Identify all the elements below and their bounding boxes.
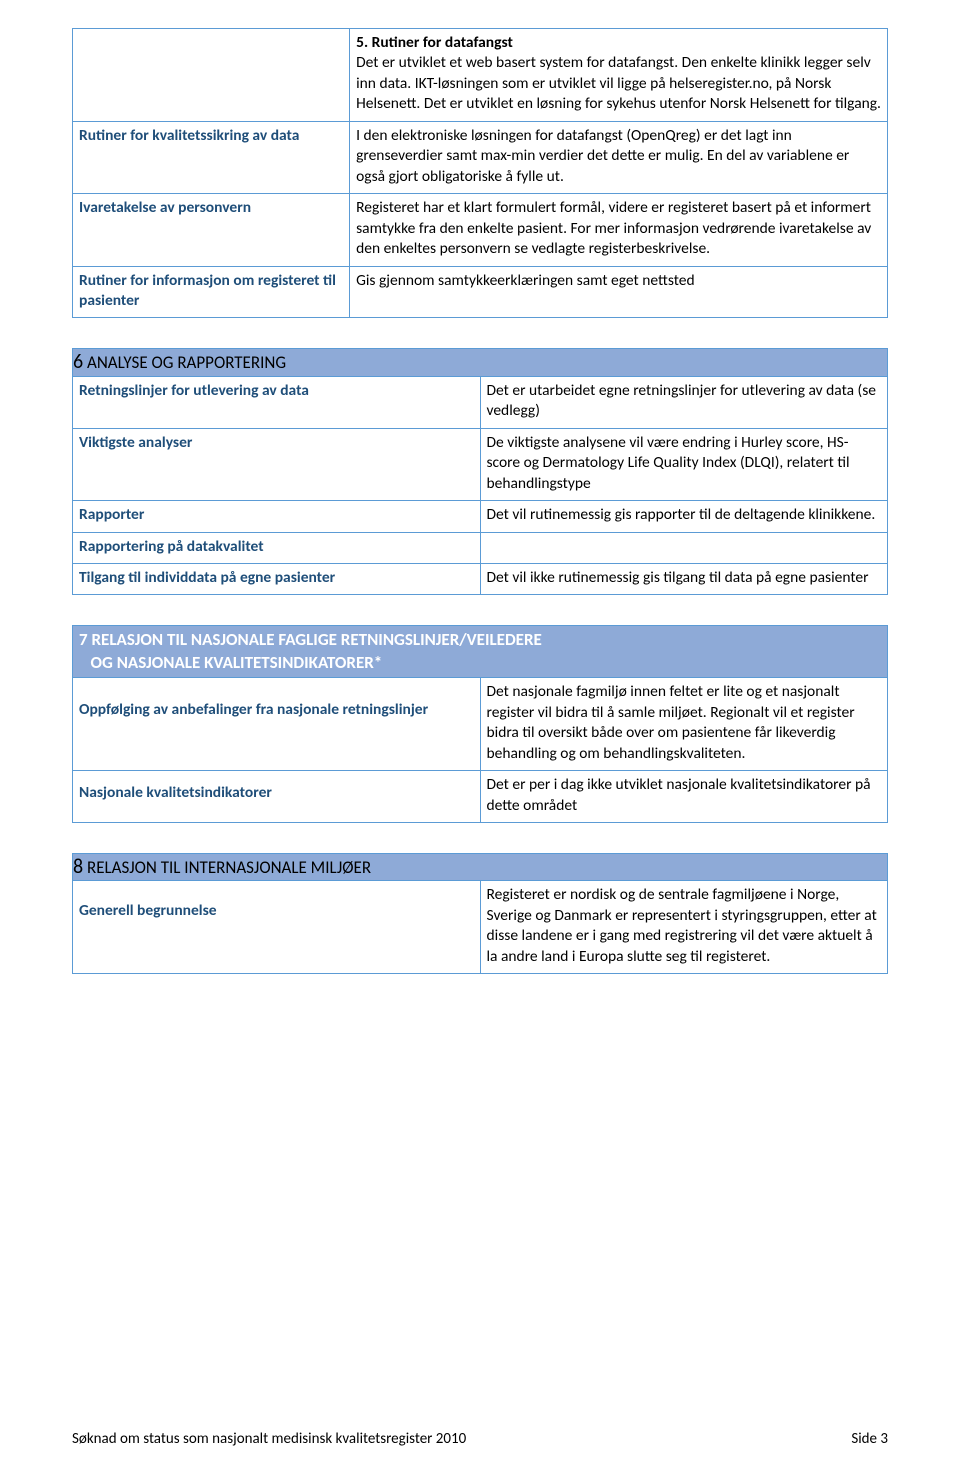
label-cell: Retningslinjer for utlevering av data (73, 376, 481, 428)
value-cell: Det nasjonale fagmiljø innen feltet er l… (480, 678, 888, 771)
label-cell: Viktigste analyser (73, 428, 481, 500)
value-cell: I den elektroniske løsningen for datafan… (350, 121, 888, 193)
item5-num: 5. (356, 33, 368, 52)
table-section-top: 5. Rutiner for datafangst Det er utvikle… (72, 28, 888, 318)
table-row: Rapporter Det vil rutinemessig gis rappo… (73, 501, 888, 532)
item5-title: Rutiner for datafangst (372, 33, 513, 52)
footer-right: Side 3 (851, 1430, 888, 1450)
value-cell-item5: 5. Rutiner for datafangst Det er utvikle… (350, 29, 888, 122)
label-cell: Tilgang til individdata på egne pasiente… (73, 564, 481, 595)
label-cell: Rapportering på datakvalitet (73, 532, 481, 563)
label-cell-empty (73, 29, 350, 122)
value-cell: Det er utarbeidet egne retningslinjer fo… (480, 376, 888, 428)
section-8-num: 8 (73, 855, 83, 879)
section-7-header: 7 RELASJON TIL NASJONALE FAGLIGE RETNING… (73, 626, 888, 678)
page-footer: Søknad om status som nasjonalt medisinsk… (0, 1430, 960, 1450)
item5-body: Det er utviklet et web basert system for… (356, 53, 881, 113)
value-cell: Det vil rutinemessig gis rapporter til d… (480, 501, 888, 532)
section-6-num: 6 (73, 350, 83, 374)
value-cell: Registeret er nordisk og de sentrale fag… (480, 881, 888, 974)
section-header-row: 6 ANALYSE OG RAPPORTERING (73, 349, 888, 376)
table-row: Rutiner for kvalitetssikring av data I d… (73, 121, 888, 193)
section-8-title: RELASJON TIL INTERNASJONALE MILJØER (87, 857, 371, 878)
value-cell: De viktigste analysene vil være endring … (480, 428, 888, 500)
value-cell: Gis gjennom samtykkeerklæringen samt ege… (350, 266, 888, 318)
label-cell: Oppfølging av anbefalinger fra nasjonale… (73, 678, 481, 771)
section-7-title-line2: OG NASJONALE KVALITETSINDIKATORER* (91, 652, 383, 673)
value-cell (480, 532, 888, 563)
label-cell: Ivaretakelse av personvern (73, 194, 350, 266)
table-row: Oppfølging av anbefalinger fra nasjonale… (73, 678, 888, 771)
label-cell: Generell begrunnelse (73, 881, 481, 974)
table-row: Viktigste analyser De viktigste analysen… (73, 428, 888, 500)
label-cell: Rutiner for informasjon om registeret ti… (73, 266, 350, 318)
table-row: Rapportering på datakvalitet (73, 532, 888, 563)
section-header-row: 8 RELASJON TIL INTERNASJONALE MILJØER (73, 854, 888, 881)
label-cell: Rutiner for kvalitetssikring av data (73, 121, 350, 193)
label-cell: Rapporter (73, 501, 481, 532)
section-7-title-line1: RELASJON TIL NASJONALE FAGLIGE RETNINGSL… (91, 629, 541, 650)
section-7-num: 7 (79, 629, 88, 650)
table-row: Tilgang til individdata på egne pasiente… (73, 564, 888, 595)
label-cell: Nasjonale kvalitetsindikatorer (73, 771, 481, 823)
table-row: Rutiner for informasjon om registeret ti… (73, 266, 888, 318)
table-row: Nasjonale kvalitetsindikatorer Det er pe… (73, 771, 888, 823)
section-header-row: 7 RELASJON TIL NASJONALE FAGLIGE RETNING… (73, 626, 888, 678)
table-section-8: 8 RELASJON TIL INTERNASJONALE MILJØER Ge… (72, 853, 888, 974)
section-6-title: ANALYSE OG RAPPORTERING (87, 352, 286, 373)
value-cell: Det er per i dag ikke utviklet nasjonale… (480, 771, 888, 823)
empty-value (487, 537, 882, 555)
table-row: Ivaretakelse av personvern Registeret ha… (73, 194, 888, 266)
value-cell: Registeret har et klart formulert formål… (350, 194, 888, 266)
table-section-7: 7 RELASJON TIL NASJONALE FAGLIGE RETNING… (72, 625, 888, 823)
table-row: Generell begrunnelse Registeret er nordi… (73, 881, 888, 974)
section-8-header: 8 RELASJON TIL INTERNASJONALE MILJØER (73, 854, 888, 881)
table-section-6: 6 ANALYSE OG RAPPORTERING Retningslinjer… (72, 348, 888, 595)
table-row: 5. Rutiner for datafangst Det er utvikle… (73, 29, 888, 122)
value-cell: Det vil ikke rutinemessig gis tilgang ti… (480, 564, 888, 595)
section-6-header: 6 ANALYSE OG RAPPORTERING (73, 349, 888, 376)
table-row: Retningslinjer for utlevering av data De… (73, 376, 888, 428)
footer-left: Søknad om status som nasjonalt medisinsk… (72, 1430, 466, 1450)
